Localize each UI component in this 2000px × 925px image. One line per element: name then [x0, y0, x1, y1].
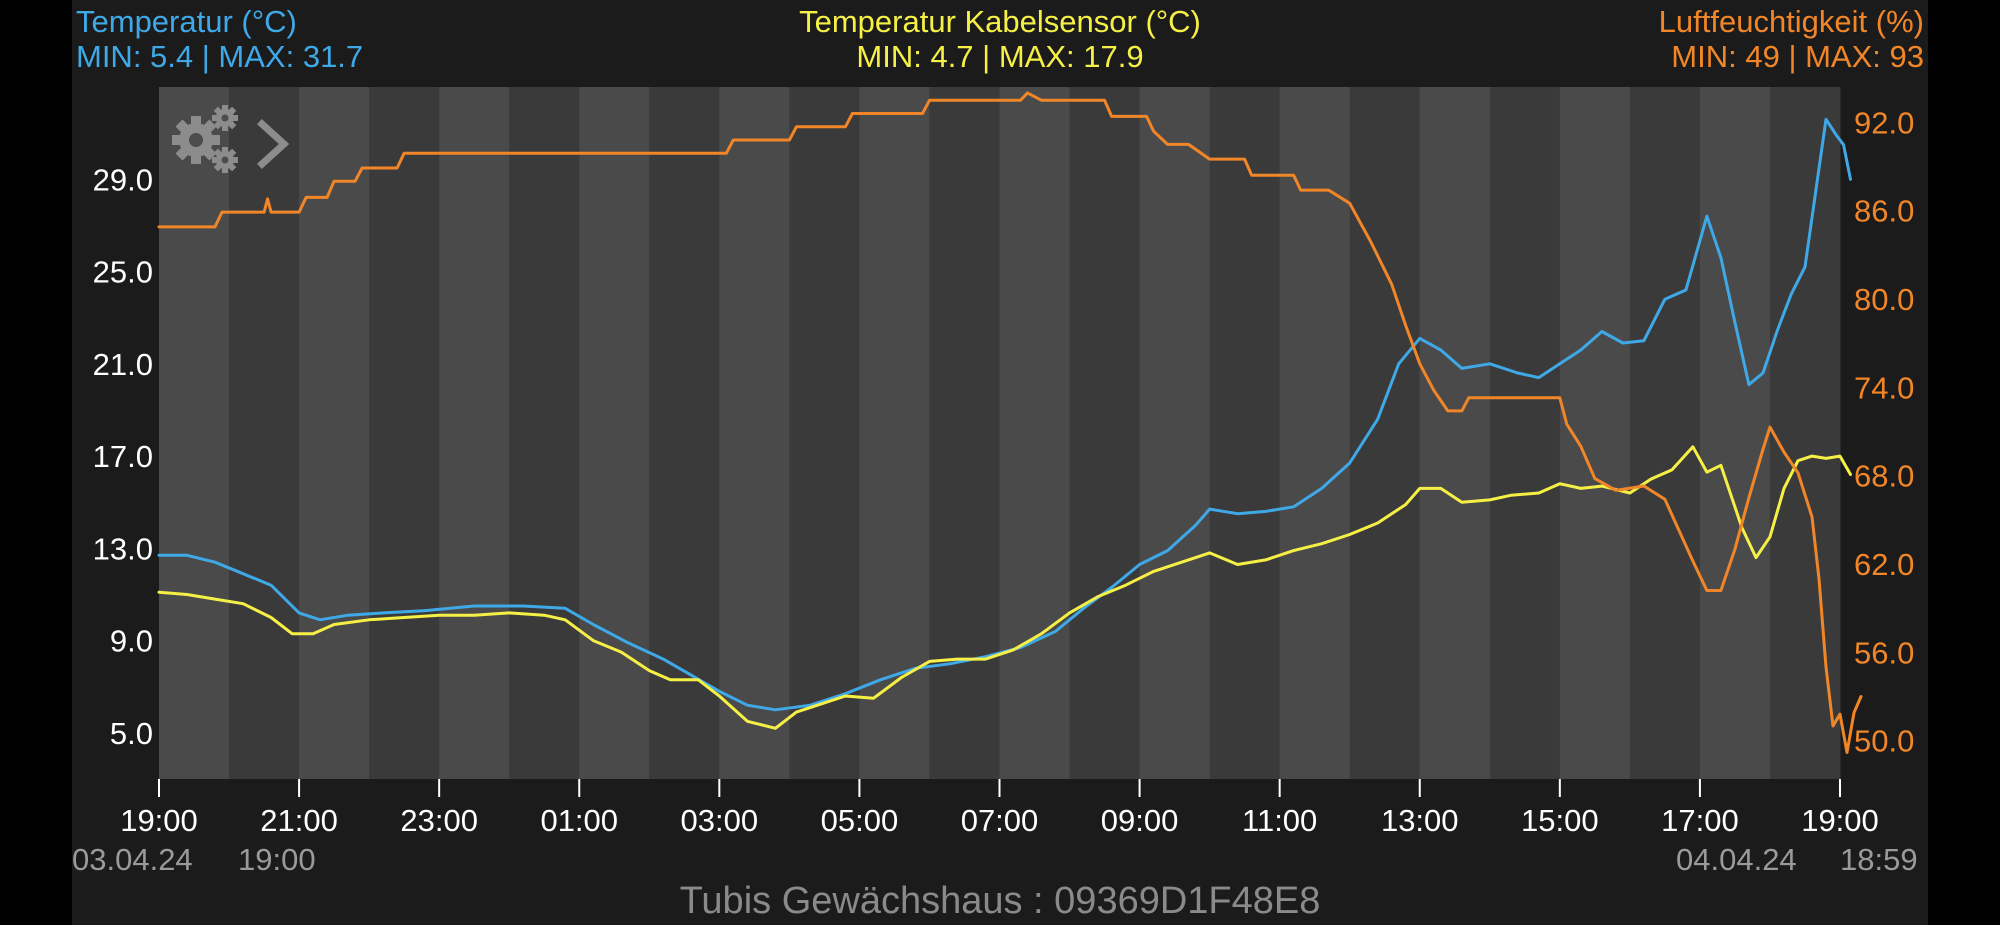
- grid-stripe: [1279, 87, 1351, 779]
- series-layer: [157, 91, 1863, 754]
- grid-stripe: [859, 87, 930, 779]
- right-tick-label: 68.0: [1854, 459, 1914, 494]
- x-tick-label: 21:00: [260, 803, 338, 838]
- x-tick-label: 19:00: [120, 803, 198, 838]
- legend-temperature-title: Temperatur (°C): [76, 4, 297, 39]
- grid-stripe: [509, 87, 580, 779]
- grid-stripe: [159, 87, 230, 779]
- grid-stripe: [1069, 87, 1141, 779]
- grid-stripe: [1139, 87, 1211, 779]
- x-tick-label: 09:00: [1101, 803, 1179, 838]
- right-tick-label: 62.0: [1854, 547, 1914, 582]
- grid-stripe: [1699, 87, 1771, 779]
- x-tick-label: 13:00: [1381, 803, 1459, 838]
- grid-stripe: [649, 87, 720, 779]
- end-date: 04.04.24: [1676, 842, 1797, 877]
- grid-stripe: [439, 87, 510, 779]
- grid-stripe: [1489, 87, 1561, 779]
- chart-panel: 5.0 9.0 13.0 17.0 21.0 25.0 29.0 50.0 56.0 62.0 6…: [72, 0, 1928, 925]
- x-tick-label: 15:00: [1521, 803, 1599, 838]
- right-axis: 50.0 56.0 62.0 68.0 74.0 80.0 86.0 92.0: [1854, 105, 1914, 758]
- left-tick-label: 17.0: [93, 439, 153, 474]
- x-tick-label: 17:00: [1661, 803, 1739, 838]
- right-tick-label: 86.0: [1854, 194, 1914, 229]
- grid-stripe: [719, 87, 790, 779]
- x-axis: 19:00 21:00 23:00 01:00 03:00 05:00 07:00 09:00…: [120, 779, 1879, 838]
- left-tick-label: 9.0: [110, 624, 153, 659]
- grid-stripe: [579, 87, 650, 779]
- series-line-temperatur-c: [157, 117, 1852, 712]
- grid-stripe: [1769, 87, 1841, 779]
- legend-humidity-title: Luftfeuchtigkeit (%): [1658, 4, 1924, 39]
- start-date: 03.04.24: [72, 842, 193, 877]
- chevron-right-icon[interactable]: [252, 116, 296, 172]
- gears-icon[interactable]: [168, 100, 248, 180]
- grid-stripes: [159, 87, 1841, 779]
- x-tick-label: 01:00: [540, 803, 618, 838]
- left-tick-label: 13.0: [93, 531, 153, 566]
- x-tick-label: 03:00: [681, 803, 759, 838]
- x-tick-label: 19:00: [1801, 803, 1879, 838]
- grid-stripe: [1419, 87, 1491, 779]
- series-line-temperatur-kabelsensor-c: [157, 445, 1852, 730]
- device-title: Tubis Gewächshaus : 09369D1F48E8: [679, 880, 1321, 922]
- left-axis: 5.0 9.0 13.0 17.0 21.0 25.0 29.0: [93, 162, 153, 751]
- right-tick-label: 56.0: [1854, 635, 1914, 670]
- legend-humidity: Luftfeuchtigkeit (%) MIN: 49 | MAX: 93: [1659, 4, 1924, 74]
- grid-stripe: [1559, 87, 1631, 779]
- grid-stripe: [299, 87, 370, 779]
- grid-stripe: [789, 87, 860, 779]
- right-tick-label: 50.0: [1854, 724, 1914, 759]
- legend-temperature: Temperatur (°C) MIN: 5.4 | MAX: 31.7: [76, 4, 363, 74]
- legend-cable-sensor-title: Temperatur Kabelsensor (°C): [799, 4, 1201, 39]
- legend-cable-sensor-stats: MIN: 4.7 | MAX: 17.9: [856, 39, 1144, 74]
- end-time: 18:59: [1840, 842, 1918, 877]
- grid-stripe: [1209, 87, 1281, 779]
- legend-humidity-stats: MIN: 49 | MAX: 93: [1671, 39, 1924, 74]
- x-tick-label: 23:00: [400, 803, 478, 838]
- grid-stripe: [1629, 87, 1701, 779]
- left-tick-label: 21.0: [93, 347, 153, 382]
- left-tick-label: 29.0: [93, 162, 153, 197]
- chart-canvas: 5.0 9.0 13.0 17.0 21.0 25.0 29.0 50.0 56.0 62.0 6…: [93, 87, 1914, 838]
- x-tick-label: 05:00: [821, 803, 899, 838]
- left-tick-label: 5.0: [110, 716, 153, 751]
- grid-stripe: [1349, 87, 1421, 779]
- x-tick-label: 11:00: [1242, 803, 1317, 838]
- right-tick-label: 80.0: [1854, 282, 1914, 317]
- right-tick-label: 74.0: [1854, 370, 1914, 405]
- legend-cable-sensor: Temperatur Kabelsensor (°C) MIN: 4.7 | M…: [72, 4, 1928, 74]
- x-tick-label: 07:00: [961, 803, 1039, 838]
- grid-stripe: [369, 87, 440, 779]
- grid-stripe: [929, 87, 1000, 779]
- left-tick-label: 25.0: [93, 255, 153, 290]
- legend-temperature-stats: MIN: 5.4 | MAX: 31.7: [76, 39, 364, 74]
- grid-stripe: [999, 87, 1071, 779]
- start-time: 19:00: [238, 842, 316, 877]
- series-line-luftfeuchtigkeit: [157, 91, 1863, 754]
- right-tick-label: 92.0: [1854, 105, 1914, 140]
- grid-stripe: [229, 87, 300, 779]
